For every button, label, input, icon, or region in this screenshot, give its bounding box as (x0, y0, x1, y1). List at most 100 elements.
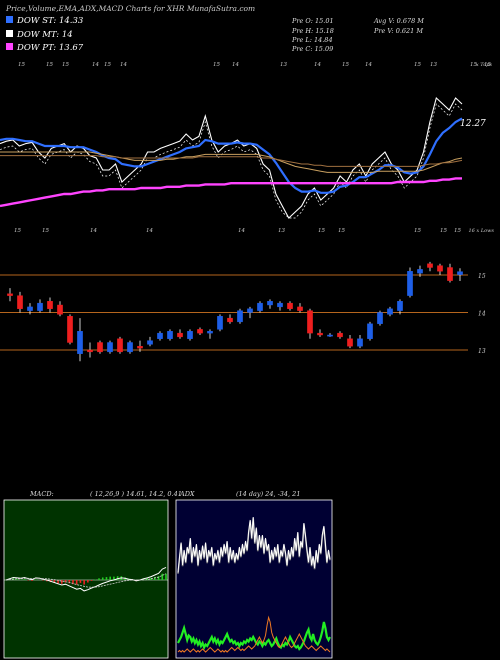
ema-tick-label: 15 (342, 62, 349, 68)
candle-body (427, 263, 433, 268)
ema-panel: 15 15 15 14 15 14 15 14 13 14 15 14 15 13 15 15x Tops12… (0, 62, 493, 219)
price-tick-label: 15 (14, 228, 21, 234)
candle-body (367, 323, 373, 339)
price-tick-label: 15 (454, 228, 461, 234)
ema-tick-label: 15 (62, 62, 69, 68)
ema-tick-label: 14 (92, 62, 99, 68)
price-panel: 15 14 13 15 15 14 14 14 13 15 15 15 15 15 16 x Lows (0, 228, 494, 362)
legend-swatch-mt (6, 30, 13, 37)
legend-label-st: DOW ST: 14.33 (16, 16, 83, 26)
candle-body (127, 342, 133, 353)
candle-body (7, 293, 13, 296)
candle-body (137, 346, 143, 349)
ema-tick-label: 13 (280, 62, 287, 68)
legend-label-mt: DOW MT: 14 (16, 30, 73, 40)
candle-body (267, 301, 273, 306)
price-tick-label: 14 (238, 228, 245, 234)
candle-body (377, 312, 383, 324)
candle-body (87, 349, 93, 353)
price-axis-label: 15 (478, 273, 486, 280)
candle-body (437, 265, 443, 272)
ema-tick-label: 14 (314, 62, 321, 68)
ema-long-line (0, 155, 463, 167)
candle-body (447, 267, 453, 281)
adx-panel (177, 516, 331, 653)
stat-close: Pre C: 15.09 (291, 45, 333, 53)
candle-body (117, 338, 123, 353)
candle-body (257, 302, 263, 311)
price-tick-label: 14 (90, 228, 97, 234)
price-top-label: 16 x Lows (468, 228, 494, 234)
price-axis-label: 13 (478, 348, 486, 355)
stat-high: Pre H: 15.18 (291, 27, 334, 35)
legend-swatch-st (6, 16, 13, 23)
ema-tick-label: 14 (120, 62, 127, 68)
page-title: Price,Volume,EMA,ADX,MACD Charts for XHR… (5, 4, 255, 13)
macd-values: ( 12,26,9 ) 14.61, 14.2, 0.41 (90, 490, 182, 498)
ema-tick-label: 15 (414, 62, 421, 68)
dow-legend: DOW ST: 14.33 DOW MT: 14 DOW PT: 13.67 (6, 16, 84, 53)
candle-body (227, 317, 233, 323)
candle-body (387, 308, 393, 315)
macd-signal-line (5, 573, 167, 588)
price-line (0, 96, 463, 219)
price-stats: Pre O: 15.01 Pre H: 15.18 Pre L: 14.84 P… (291, 17, 424, 53)
candle-body (67, 316, 73, 343)
candle-body (27, 306, 33, 311)
candle-body (327, 334, 333, 337)
candle-body (97, 342, 103, 353)
candle-body (197, 329, 203, 334)
ema-tick-label: 15 (104, 62, 111, 68)
candle-body (247, 308, 253, 313)
price-tick-label: 15 (318, 228, 325, 234)
candle-body (167, 331, 173, 339)
candle-body (57, 304, 63, 315)
minus-di-line (177, 615, 331, 653)
candle-body (37, 302, 43, 311)
stat-avg-volume: Avg V: 0.678 M (373, 17, 424, 25)
ema-short-line (0, 117, 463, 194)
candle-body (147, 340, 153, 345)
candle-body (337, 332, 343, 338)
macd-title: MACD: (29, 490, 54, 498)
candle-body (157, 332, 163, 339)
candle-body (107, 342, 113, 353)
macd-panel (4, 566, 168, 592)
ema-tick-label: 15 (470, 62, 477, 68)
candle-body (187, 331, 193, 339)
candle-body (357, 338, 363, 347)
candle-body (307, 310, 313, 334)
price-tick-label: 15 (42, 228, 49, 234)
ema-tick-label: 15 (213, 62, 220, 68)
stat-low: Pre L: 14.84 (291, 36, 333, 44)
price-tick-label: 15 (338, 228, 345, 234)
candle-body (217, 316, 223, 330)
stat-prev-volume: Pre V: 0.621 M (373, 27, 423, 35)
candle-body (17, 295, 23, 309)
price-axis-label: 14 (478, 311, 486, 318)
plus-di-line (177, 621, 331, 651)
ema-mid-line (0, 151, 463, 173)
ema-tick-label: 15 (484, 62, 491, 68)
ema-tick-label: 13 (430, 62, 437, 68)
price-tick-label: 13 (278, 228, 285, 234)
candle-body (237, 310, 243, 323)
ema-pt-line (0, 177, 462, 208)
candle-body (77, 331, 83, 354)
candle-body (457, 271, 463, 275)
candle-body (277, 302, 283, 308)
candle-body (177, 332, 183, 338)
candle-body (287, 302, 293, 309)
ema-tick-label: 14 (232, 62, 239, 68)
ema-tick-label: 15 (18, 62, 25, 68)
price-tick-label: 14 (146, 228, 153, 234)
adx-values: (14 day) 24, -34, 21 (236, 490, 300, 498)
adx-line (177, 516, 331, 573)
candle-body (417, 269, 423, 274)
last-value-label: 12.27 (460, 119, 486, 129)
ema-top-label: x Tops (476, 62, 493, 68)
price-tick-label: 15 (414, 228, 421, 234)
candle-body (317, 332, 323, 336)
adx-title: ADX (179, 490, 195, 498)
